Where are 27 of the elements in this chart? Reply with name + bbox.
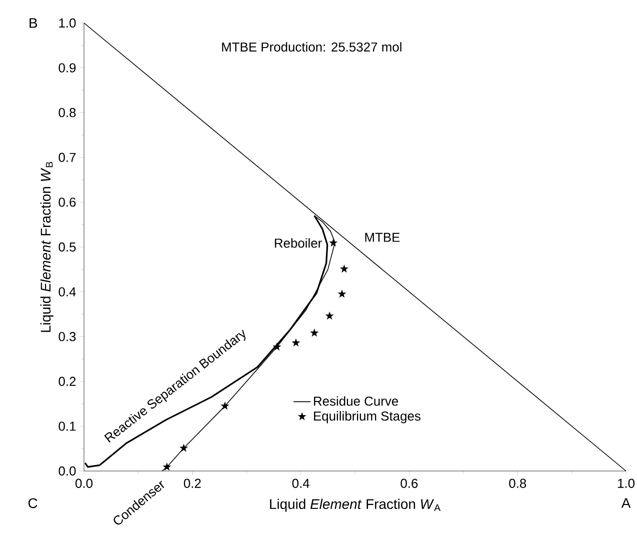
x-tick-label: 0.0 <box>76 478 93 488</box>
y-tick-label: 0.4 <box>58 287 76 296</box>
annotation: MTBE Production: 25.5327 mol <box>222 42 402 52</box>
y-tick-label: 1.0 <box>59 18 76 28</box>
y-tick-label: 0.3 <box>58 332 76 342</box>
y-tick-label: 0.0 <box>58 466 76 476</box>
text: C <box>28 498 38 508</box>
x-tick-label: 0.8 <box>509 478 526 488</box>
text: A <box>621 498 631 508</box>
y-axis-title: Liquid Element Fraction W$_{B}$ <box>40 162 54 332</box>
y-tick-label: 0.5 <box>58 242 76 252</box>
y-tick-label: 0.1 <box>58 422 76 431</box>
annotation: MTBE <box>365 232 400 242</box>
x-axis-title: Liquid Element Fraction W$_{A}$ <box>270 498 441 512</box>
text: B <box>30 18 38 28</box>
annotation: Reboiler <box>274 238 322 248</box>
y-tick-label: 0.7 <box>58 152 76 162</box>
x-tick-label: 1.0 <box>618 478 635 488</box>
x-tick-label: 0.6 <box>400 478 418 488</box>
x-tick-label: 0.2 <box>184 478 201 488</box>
legend-label: Equilibrium Stages <box>314 411 420 424</box>
x-tick-label: 0.4 <box>292 478 310 488</box>
legend-label: Residue Curve <box>314 396 398 406</box>
y-tick-label: 0.2 <box>58 376 76 386</box>
y-tick-label: 0.8 <box>58 108 76 118</box>
y-tick-label: 0.9 <box>58 63 76 72</box>
y-tick-label: 0.6 <box>58 198 76 207</box>
